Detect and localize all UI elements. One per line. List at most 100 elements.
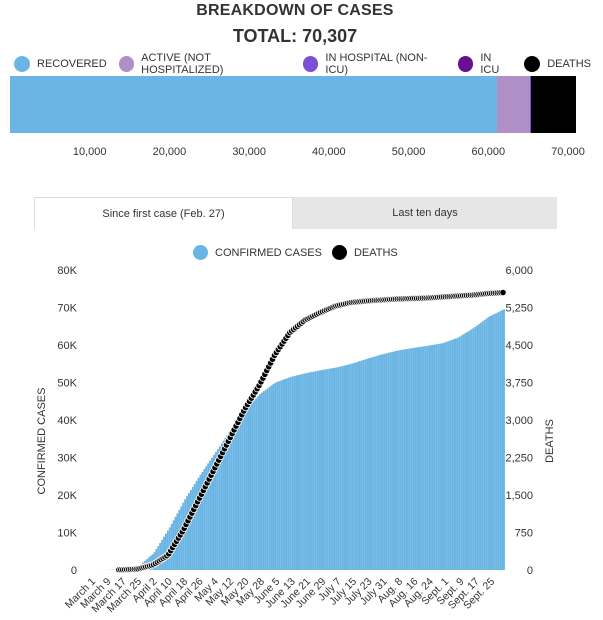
legend-item-deaths: DEATHS — [331, 245, 398, 260]
cases-bar — [410, 348, 413, 570]
cases-bar — [259, 394, 262, 570]
cases-bar — [422, 346, 425, 570]
cases-bar — [284, 379, 286, 570]
cases-bar — [481, 321, 484, 570]
cases-bar — [222, 440, 225, 570]
cases-bar — [370, 357, 373, 570]
cases-bar — [232, 426, 235, 570]
cases-bar — [372, 356, 375, 570]
right-axis-tick: 1,500 — [505, 490, 533, 502]
cases-bar — [234, 424, 237, 570]
cases-bar — [324, 369, 327, 570]
cases-bar — [374, 356, 377, 570]
right-axis-tick: 750 — [515, 528, 533, 540]
right-axis-tick: 3,000 — [505, 415, 533, 427]
cases-bar — [428, 345, 431, 570]
time-range-tabs: Since first case (Feb. 27) Last ten days — [34, 197, 557, 229]
cases-bar — [251, 402, 254, 570]
cases-bar — [426, 345, 429, 570]
cases-bar — [435, 344, 438, 570]
cases-bar — [197, 477, 200, 570]
cases-bar — [485, 318, 488, 570]
cases-bar — [205, 466, 208, 570]
cases-bar — [360, 360, 363, 570]
cases-bar — [193, 483, 196, 570]
cases-bar — [408, 348, 411, 570]
cases-bar — [499, 311, 502, 570]
cases-bar — [266, 388, 269, 570]
cases-bar — [228, 432, 231, 570]
cases-bar — [383, 353, 386, 570]
cases-bar — [479, 322, 482, 570]
cases-bar — [445, 341, 448, 570]
cases-bar — [380, 354, 382, 570]
right-axis-tick: 4,500 — [505, 340, 533, 352]
legend-item-recovered: RECOVERED — [14, 56, 107, 72]
right-axis-tick: 3,750 — [505, 378, 533, 390]
right-axis-title: DEATHS — [544, 419, 556, 463]
cases-bar — [405, 349, 407, 570]
cases-bar — [349, 364, 352, 570]
cases-bar — [297, 375, 300, 570]
left-axis-title: CONFIRMED CASES — [36, 388, 48, 495]
cases-bar — [495, 313, 498, 570]
cases-bar — [493, 314, 496, 570]
breakdown-tick-label: 10,000 — [72, 146, 107, 158]
cases-bar — [397, 350, 400, 570]
legend-label-active: ACTIVE (NOT HOSPITALIZED) — [141, 52, 224, 76]
cases-bar — [326, 369, 329, 570]
cases-bar — [447, 341, 450, 570]
legend-swatch-recovered — [14, 56, 30, 72]
legend-swatch-deaths — [331, 245, 347, 260]
breakdown-tick-label: 50,000 — [391, 146, 426, 158]
cases-bar — [391, 351, 394, 570]
legend-label-in-icu: IN ICU — [480, 52, 500, 76]
tab-since-first-case[interactable]: Since first case (Feb. 27) — [34, 197, 293, 229]
cases-bar — [276, 381, 279, 570]
cases-bar — [433, 344, 436, 570]
cases-bar — [195, 480, 198, 570]
tab-last-ten-days[interactable]: Last ten days — [392, 207, 458, 219]
cases-bar — [220, 443, 223, 570]
cases-bar — [460, 335, 463, 570]
cases-bar — [403, 349, 406, 570]
death-point — [499, 288, 507, 297]
legend-swatch-active — [118, 56, 135, 72]
cases-bar — [299, 374, 302, 570]
cases-bar — [287, 377, 290, 570]
cases-bar — [489, 316, 492, 570]
right-axis-tick: 0 — [527, 565, 533, 577]
segment-recovered — [10, 76, 498, 133]
cases-bar — [385, 353, 388, 570]
cases-bar — [289, 376, 292, 570]
legend-swatch-confirmed — [193, 245, 208, 260]
right-axis-tick: 6,000 — [505, 265, 533, 277]
cases-bar — [337, 366, 340, 570]
cases-bar — [376, 355, 379, 570]
breakdown-axis: 10,000 20,000 30,000 40,000 50,000 60,000 70,0… — [0, 146, 603, 160]
cases-bar — [412, 347, 415, 570]
cases-bar — [395, 350, 398, 570]
cases-bar — [491, 315, 494, 570]
cases-bar — [270, 385, 273, 570]
cases-bar — [184, 499, 187, 570]
cases-bar — [418, 346, 421, 570]
cases-bar — [243, 411, 246, 570]
cases-bar — [328, 368, 331, 570]
cases-bar — [366, 358, 369, 570]
cases-bar — [430, 345, 432, 570]
cases-bar — [399, 350, 402, 570]
left-axis-tick: 70K — [57, 303, 77, 315]
left-axis-tick: 50K — [57, 378, 77, 390]
legend-item-in-icu: IN ICU — [457, 52, 512, 76]
cases-bar — [282, 379, 285, 570]
cases-bar — [285, 378, 288, 570]
segment-active — [497, 76, 531, 133]
cases-bar — [291, 376, 294, 570]
left-axis-tick: 10K — [57, 528, 77, 540]
cases-bar — [424, 346, 427, 570]
cases-bar — [249, 404, 252, 570]
cases-bar — [487, 316, 490, 570]
cases-bar — [468, 330, 471, 570]
cases-bar — [226, 435, 229, 570]
